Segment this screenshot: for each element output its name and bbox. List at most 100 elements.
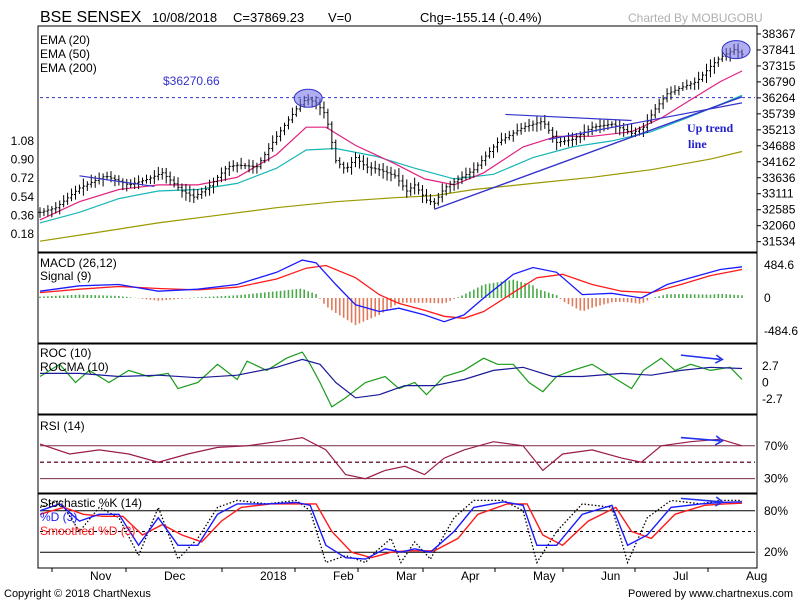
macd-histogram-bar xyxy=(59,296,61,298)
peak-highlight-ellipse xyxy=(294,89,322,107)
macd-tick-label: 0 xyxy=(764,291,771,305)
x-tick-label: Apr xyxy=(461,569,480,583)
price-y-axis-left: 1.080.900.720.540.360.18 xyxy=(11,134,35,241)
macd-histogram-bar xyxy=(154,298,156,300)
signal-line xyxy=(40,266,742,319)
macd-histogram-bar xyxy=(564,298,566,302)
macd-histogram-bar xyxy=(94,295,96,298)
macd-histogram-bar xyxy=(698,294,700,298)
header-change: Chg=-155.14 (-0.4%) xyxy=(420,10,542,25)
macd-histogram-bar xyxy=(355,298,357,325)
macd-y-axis: 484.60-484.6 xyxy=(764,258,798,338)
price-panel-frame xyxy=(38,26,757,252)
x-tick-label: Dec xyxy=(164,569,185,583)
macd-histogram-bar xyxy=(576,298,578,308)
macd-histogram-bar xyxy=(323,298,325,304)
macd-histogram-bar xyxy=(130,297,132,298)
x-tick-label: Feb xyxy=(333,569,354,583)
macd-histogram-bar xyxy=(126,297,128,298)
price-right-tick-label: 33111 xyxy=(762,187,794,201)
macd-histogram-bar xyxy=(118,296,120,298)
price-right-tick-label: 37841 xyxy=(762,43,796,57)
x-tick-label: May xyxy=(533,569,556,583)
macd-histogram-bar xyxy=(473,290,475,298)
roc-tick-label: 2.7 xyxy=(762,359,779,373)
macd-histogram-bar xyxy=(647,298,649,300)
macd-histogram-bar xyxy=(173,298,175,299)
macd-histogram-bar xyxy=(643,298,645,303)
rsi-line xyxy=(40,438,742,479)
macd-histogram-bar xyxy=(520,282,522,298)
macd-histogram-bar xyxy=(599,298,601,306)
macd-histogram-bar xyxy=(150,298,152,300)
legend-rocma: ROCMA (10) xyxy=(40,360,109,374)
macd-histogram-bar xyxy=(414,298,416,303)
price-right-tick-label: 36790 xyxy=(762,75,796,89)
macd-histogram-bar xyxy=(536,289,538,298)
macd-histogram-bar xyxy=(670,294,672,298)
price-right-tick-label: 35213 xyxy=(762,123,796,137)
price-right-tick-label: 31534 xyxy=(762,235,796,249)
macd-histogram-bar xyxy=(229,296,231,298)
macd-histogram-bar xyxy=(434,298,436,303)
roc-divergence-arrow xyxy=(681,355,720,359)
macd-histogram-bar xyxy=(674,294,676,298)
macd-histogram-bar xyxy=(702,294,704,298)
macd-histogram-bar xyxy=(51,296,53,298)
macd-histogram-bar xyxy=(142,298,144,299)
rsi-y-axis: 70%30% xyxy=(764,439,788,486)
macd-histogram-bar xyxy=(122,296,124,298)
macd-histogram-bar xyxy=(256,293,258,298)
macd-histogram-bar xyxy=(331,298,333,310)
macd-histogram-bar xyxy=(158,298,160,301)
price-right-tick-label: 34688 xyxy=(762,139,796,153)
legend-stoch-sd: Smoothed %D (3) xyxy=(40,524,135,538)
macd-histogram-bar xyxy=(225,296,227,298)
macd-plot xyxy=(39,260,743,325)
macd-histogram-bar xyxy=(386,298,388,310)
macd-histogram-bar xyxy=(311,293,313,298)
macd-tick-label: -484.6 xyxy=(764,324,798,338)
rocma-line xyxy=(40,359,742,397)
macd-histogram-bar xyxy=(55,296,57,298)
macd-histogram-bar xyxy=(595,298,597,307)
macd-histogram-bar xyxy=(398,298,400,303)
header-close: C=37869.23 xyxy=(233,10,304,25)
macd-histogram-bar xyxy=(587,298,589,309)
macd-histogram-bar xyxy=(706,295,708,298)
macd-histogram-bar xyxy=(303,290,305,298)
macd-histogram-bar xyxy=(441,298,443,303)
macd-histogram-bar xyxy=(631,298,633,303)
macd-histogram-bar xyxy=(453,298,455,299)
macd-histogram-bar xyxy=(615,298,617,302)
macd-histogram-bar xyxy=(583,298,585,311)
price-left-tick-label: 1.08 xyxy=(11,134,35,148)
macd-histogram-bar xyxy=(603,298,605,304)
macd-histogram-bar xyxy=(406,298,408,303)
macd-histogram-bar xyxy=(370,298,372,318)
macd-histogram-bar xyxy=(165,298,167,300)
macd-histogram-bar xyxy=(146,298,148,299)
macd-histogram-bar xyxy=(248,294,250,298)
macd-histogram-bar xyxy=(292,290,294,298)
macd-histogram-bar xyxy=(477,288,479,299)
price-right-tick-label: 35739 xyxy=(762,107,796,121)
macd-histogram-bar xyxy=(662,295,664,298)
legend-roc: ROC (10) xyxy=(40,346,91,360)
price-left-tick-label: 0.18 xyxy=(11,227,35,241)
macd-histogram-bar xyxy=(244,294,246,298)
macd-histogram-bar xyxy=(240,295,242,298)
macd-histogram-bar xyxy=(343,298,345,318)
roc-tick-label: 0 xyxy=(762,376,769,390)
macd-histogram-bar xyxy=(729,294,731,298)
macd-histogram-bar xyxy=(307,291,309,298)
macd-histogram-bar xyxy=(232,295,234,298)
macd-histogram-bar xyxy=(272,292,274,298)
macd-histogram-bar xyxy=(161,298,163,300)
macd-histogram-bar xyxy=(430,298,432,303)
macd-histogram-bar xyxy=(607,298,609,303)
roc-y-axis: 2.70-2.7 xyxy=(762,359,783,406)
rsi-tick-label: 70% xyxy=(764,439,788,453)
